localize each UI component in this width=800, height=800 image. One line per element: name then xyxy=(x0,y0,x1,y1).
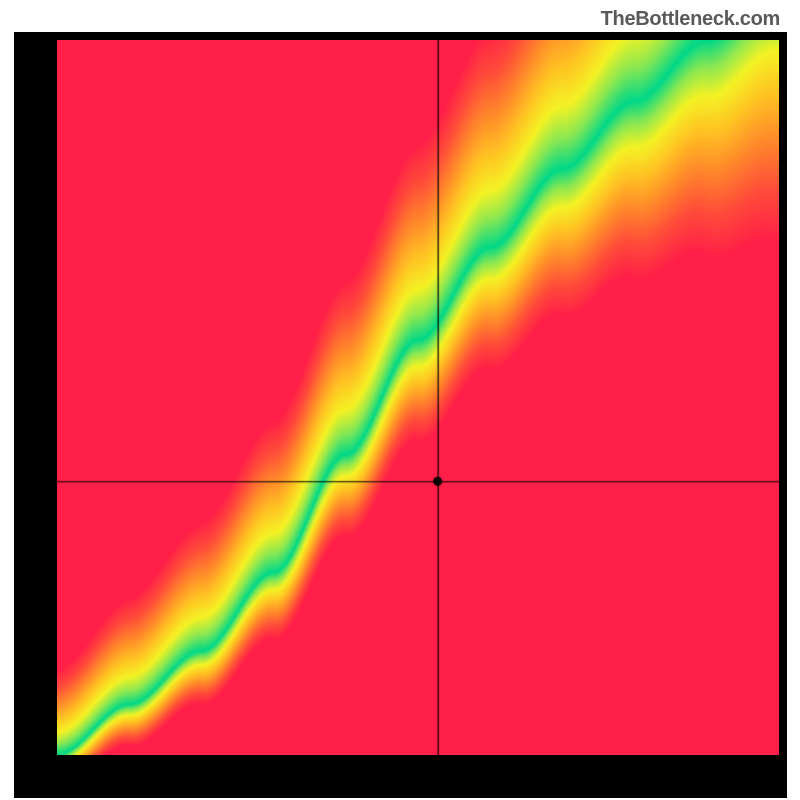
plot-black-frame xyxy=(14,32,787,798)
chart-container: TheBottleneck.com xyxy=(0,0,800,800)
bottleneck-heatmap xyxy=(57,40,779,755)
attribution-text: TheBottleneck.com xyxy=(601,8,780,31)
